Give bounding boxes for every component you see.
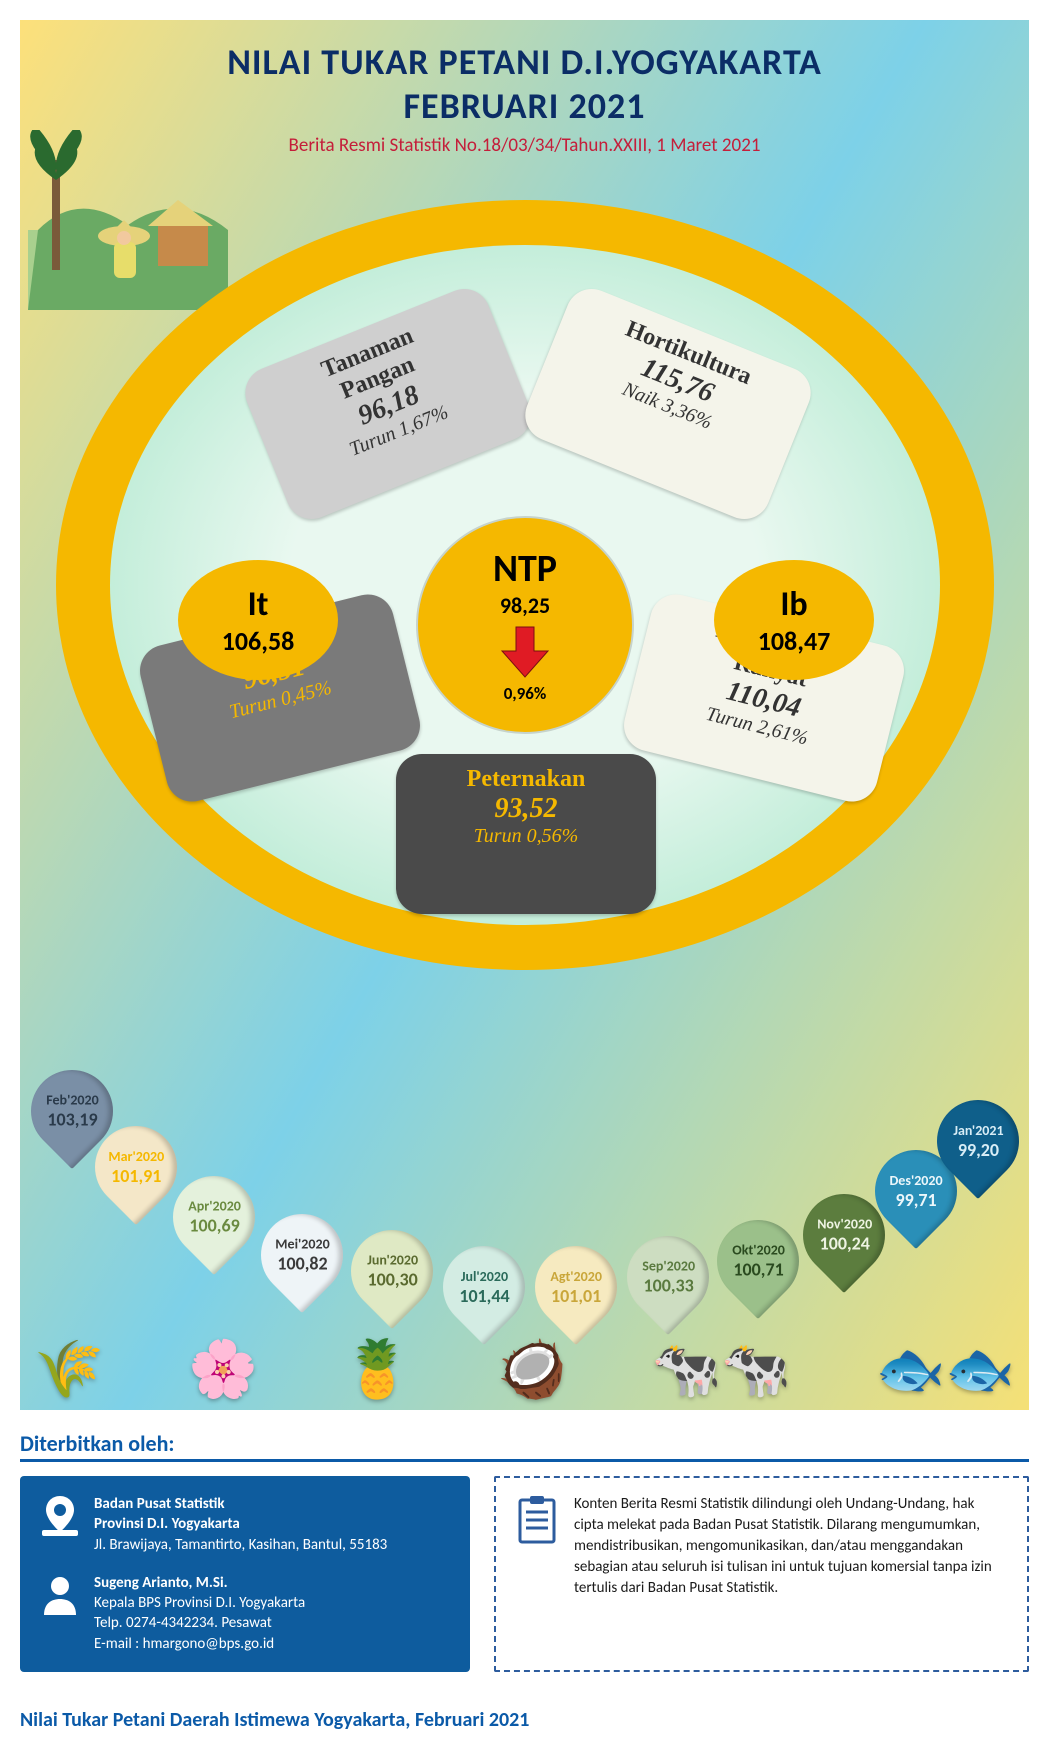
ib-bubble: Ib 108,47 bbox=[714, 560, 874, 680]
center-label: NTP bbox=[493, 546, 557, 592]
produce-fruits-icon: 🍍 bbox=[343, 1342, 413, 1398]
farmer-scene-illustration bbox=[28, 130, 228, 310]
down-arrow-icon bbox=[500, 625, 550, 679]
publisher-address: Jl. Brawijaya, Tamantirto, Kasihan, Bant… bbox=[94, 1535, 387, 1555]
timeline-pin-jan2021: Jan'2021 99,20 bbox=[932, 1100, 1024, 1182]
center-change: 0,96% bbox=[504, 683, 547, 704]
person-icon bbox=[40, 1573, 80, 1654]
produce-cattle-icon: 🐄🐄 bbox=[651, 1342, 790, 1398]
infographic-panel: NILAI TUKAR PETANI D.I.YOGYAKARTA FEBRUA… bbox=[20, 20, 1029, 1410]
disclaimer-panel: Konten Berita Resmi Statistik dilindungi… bbox=[494, 1476, 1029, 1672]
produce-flowers-icon: 🌸 bbox=[188, 1342, 258, 1398]
center-value: 98,25 bbox=[500, 592, 550, 619]
produce-coconut-icon: 🥥 bbox=[497, 1342, 567, 1398]
it-label: It bbox=[248, 584, 269, 625]
publisher-panel: Badan Pusat Statistik Provinsi D.I. Yogy… bbox=[20, 1476, 470, 1672]
clipboard-icon bbox=[516, 1494, 558, 1654]
title-line-1: NILAI TUKAR PETANI D.I.YOGYAKARTA bbox=[20, 40, 1029, 84]
publisher-region: Provinsi D.I. Yogyakarta bbox=[94, 1514, 387, 1534]
produce-crops-icon: 🌾 bbox=[34, 1342, 104, 1398]
produce-strip: 🌾 🌸 🍍 🥥 🐄🐄 🐟🐟 bbox=[34, 1284, 1015, 1398]
footer-section: Diterbitkan oleh: Badan Pusat Statistik … bbox=[20, 1430, 1029, 1672]
publisher-name: Badan Pusat Statistik bbox=[94, 1494, 387, 1514]
location-icon bbox=[40, 1494, 80, 1555]
timeline-pin-apr2020: Apr'2020 100,69 bbox=[168, 1176, 260, 1258]
contact-email: E-mail : hmargono@bps.go.id bbox=[94, 1634, 305, 1654]
it-value: 106,58 bbox=[222, 625, 295, 657]
contact-phone: Telp. 0274-4342234. Pesawat bbox=[94, 1613, 305, 1633]
produce-fish-icon: 🐟🐟 bbox=[876, 1342, 1015, 1398]
disclaimer-text: Konten Berita Resmi Statistik dilindungi… bbox=[574, 1494, 1007, 1654]
center-circle: NTP 98,25 0,96% bbox=[418, 518, 632, 732]
contact-title: Kepala BPS Provinsi D.I. Yogyakarta bbox=[94, 1593, 305, 1613]
it-bubble: It 106,58 bbox=[178, 560, 338, 680]
contact-name: Sugeng Arianto, M.Si. bbox=[94, 1573, 305, 1593]
petal-peternakan: Peternakan93,52Turun 0,56% bbox=[396, 754, 656, 914]
ib-label: Ib bbox=[780, 584, 807, 625]
title-line-2: FEBRUARI 2021 bbox=[20, 84, 1029, 128]
ib-value: 108,47 bbox=[758, 625, 831, 657]
footer-heading: Diterbitkan oleh: bbox=[20, 1430, 1029, 1462]
document-footer-title: Nilai Tukar Petani Daerah Istimewa Yogya… bbox=[20, 1708, 1029, 1732]
